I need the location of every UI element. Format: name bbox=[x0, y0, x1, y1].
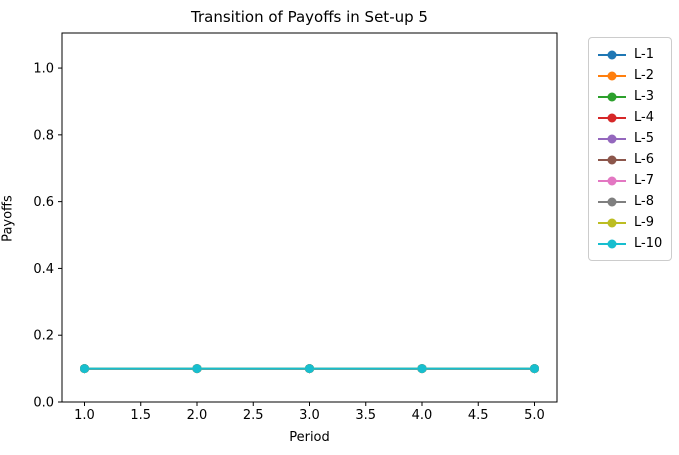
x-tick-label: 1.5 bbox=[130, 408, 151, 423]
legend-marker-icon bbox=[598, 92, 626, 101]
legend-label: L-3 bbox=[634, 89, 654, 104]
y-tick-label: 0.0 bbox=[33, 395, 54, 410]
legend-marker-icon bbox=[598, 176, 626, 185]
legend-item: L-5 bbox=[597, 128, 662, 149]
series-marker bbox=[80, 364, 89, 374]
legend-item: L-3 bbox=[597, 86, 662, 107]
series-marker bbox=[417, 364, 427, 374]
y-tick-label: 0.6 bbox=[33, 195, 54, 210]
legend-item: L-8 bbox=[597, 191, 662, 212]
series-marker bbox=[192, 364, 202, 374]
legend-marker-icon bbox=[598, 218, 626, 227]
plot-frame bbox=[61, 32, 558, 403]
x-tick-label: 4.5 bbox=[468, 408, 489, 423]
legend-item: L-4 bbox=[597, 107, 662, 128]
legend-label: L-1 bbox=[634, 47, 654, 62]
legend-marker-icon bbox=[598, 50, 626, 59]
legend-label: L-7 bbox=[634, 173, 654, 188]
legend-marker-icon bbox=[598, 134, 626, 143]
x-tick-label: 5.0 bbox=[524, 408, 545, 423]
legend-label: L-4 bbox=[634, 110, 654, 125]
y-tick-label: 0.8 bbox=[33, 128, 54, 143]
x-tick-label: 2.0 bbox=[187, 408, 208, 423]
x-tick-label: 3.5 bbox=[355, 408, 376, 423]
legend-marker-icon bbox=[598, 113, 626, 122]
y-axis-label: Payoffs bbox=[0, 195, 16, 242]
legend-item: L-1 bbox=[597, 44, 662, 65]
legend-marker-icon bbox=[598, 197, 626, 206]
legend-label: L-9 bbox=[634, 215, 654, 230]
y-tick-label: 0.2 bbox=[33, 329, 54, 344]
x-tick-label: 4.0 bbox=[412, 408, 433, 423]
x-tick-label: 2.5 bbox=[243, 408, 264, 423]
legend-label: L-6 bbox=[634, 152, 654, 167]
legend: L-1 L-2 L-3 L-4 L-5 L-6 L-7 L-8 L-9 L-10 bbox=[588, 37, 673, 261]
x-tick-label: 1.0 bbox=[74, 408, 95, 423]
legend-marker-icon bbox=[598, 71, 626, 80]
y-tick-label: 0.4 bbox=[33, 262, 54, 277]
legend-item: L-2 bbox=[597, 65, 662, 86]
series-marker bbox=[305, 364, 314, 374]
legend-label: L-5 bbox=[634, 131, 654, 146]
legend-label: L-10 bbox=[634, 236, 663, 251]
legend-item: L-6 bbox=[597, 149, 662, 170]
chart-title: Transition of Payoffs in Set-up 5 bbox=[191, 8, 428, 26]
legend-item: L-10 bbox=[597, 233, 662, 254]
x-axis-label: Period bbox=[289, 430, 330, 445]
legend-item: L-7 bbox=[597, 170, 662, 191]
legend-marker-icon bbox=[598, 155, 626, 164]
legend-label: L-2 bbox=[634, 68, 654, 83]
legend-label: L-8 bbox=[634, 194, 654, 209]
legend-item: L-9 bbox=[597, 212, 662, 233]
x-tick-label: 3.0 bbox=[299, 408, 320, 423]
y-tick-label: 1.0 bbox=[33, 61, 54, 76]
series-marker bbox=[530, 364, 539, 374]
legend-marker-icon bbox=[598, 239, 626, 248]
